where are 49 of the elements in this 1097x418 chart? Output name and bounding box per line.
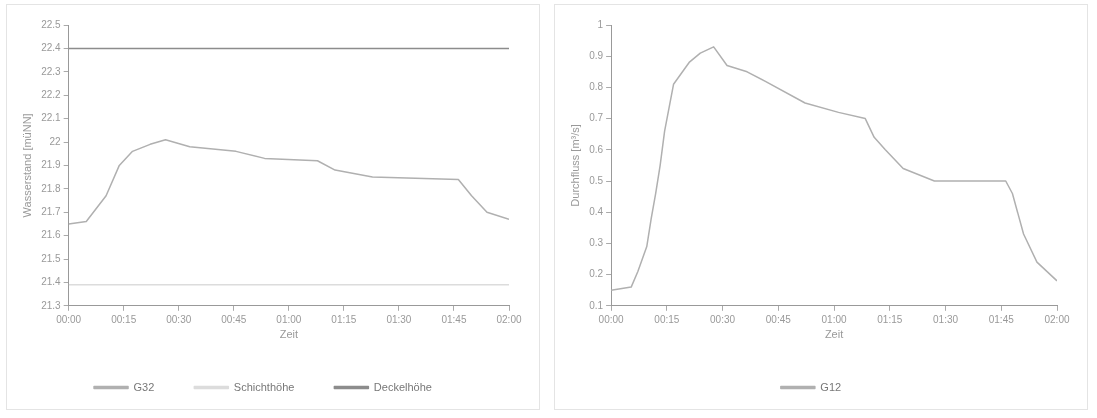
y-tick-label: 22.4 [41,42,62,54]
y-tick-label: 21.9 [41,159,62,171]
x-tick-label: 00:15 [654,313,680,325]
x-tick-label: 01:45 [988,313,1015,325]
x-tick-label: 00:15 [111,313,137,325]
x-tick-label: 02:00 [496,313,522,325]
x-tick-label: 01:00 [276,313,302,325]
x-tick-label: 00:30 [710,313,736,325]
x-tick-label: 00:45 [221,313,247,325]
x-tick-label: 01:15 [877,313,903,325]
y-tick-label: 0.5 [589,174,604,186]
x-tick-label: 00:30 [166,313,192,325]
x-tick-label: 00:00 [56,313,82,325]
y-tick-label: 0.7 [589,112,604,124]
y-tick-label: 0.6 [589,143,604,155]
y-tick-label: 1 [597,18,604,30]
x-tick-label: 01:30 [386,313,412,325]
y-axis-title: Wasserstand [müNN] [20,113,33,218]
y-tick-label: 0.9 [589,49,604,61]
x-axis-title: Zeit [279,328,298,341]
y-tick-label: 22 [49,135,62,147]
y-tick-label: 22.1 [41,112,62,124]
y-tick-label: 0.4 [589,205,604,217]
y-tick-label: 21.4 [41,276,62,288]
y-tick-label: 0.8 [589,81,604,93]
y-tick-label: 21.5 [41,252,62,264]
legend-label: Deckelhöhe [373,380,432,393]
legend-label: G32 [133,380,155,393]
x-axis-title: Zeit [824,328,844,341]
x-tick-label: 00:45 [765,313,792,325]
x-tick-label: 00:00 [598,313,625,325]
x-tick-label: 02:00 [1044,313,1070,325]
y-tick-label: 22.5 [41,18,62,30]
y-tick-label: 21.8 [41,182,62,194]
y-tick-label: 0.2 [589,268,604,280]
x-tick-label: 01:15 [331,313,357,325]
legend-label: Schichthöhe [233,380,295,393]
y-tick-label: 22.3 [41,65,62,77]
y-axis-title: Durchfluss [m³/s] [568,124,581,207]
x-tick-label: 01:00 [821,313,847,325]
x-tick-label: 01:45 [441,313,467,325]
y-tick-label: 22.2 [41,88,62,100]
legend-label: G12 [820,380,842,393]
y-tick-label: 0.3 [589,237,604,249]
y-tick-label: 0.1 [589,299,604,311]
y-tick-label: 21.3 [41,299,62,311]
y-tick-label: 21.6 [41,229,62,241]
y-tick-label: 21.7 [41,205,62,217]
x-tick-label: 01:30 [933,313,959,325]
